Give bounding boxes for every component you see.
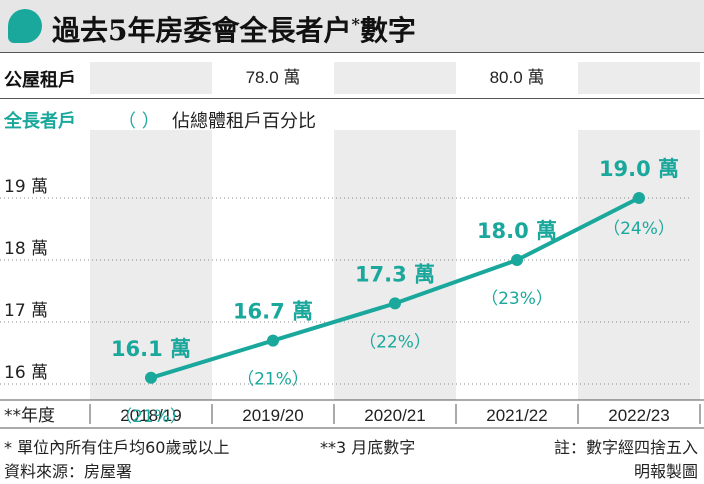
- column-band: [334, 130, 456, 400]
- data-label: 16.7 萬: [233, 300, 313, 324]
- data-label: 16.1 萬: [111, 337, 191, 361]
- footnote-rounding: 註：數字經四捨五入: [553, 438, 698, 457]
- rent-value: 80.0 萬: [489, 68, 545, 87]
- x-tick-label: 2018/19: [120, 406, 181, 425]
- page-title: 過去5年房委會全長者户*數字: [52, 9, 416, 49]
- top-divider: [0, 52, 704, 53]
- x-axis-label: **年度: [4, 406, 55, 426]
- speech-bubble-icon: [8, 9, 42, 43]
- rent-band: [90, 62, 212, 94]
- y-tick-label: 19 萬: [4, 177, 48, 197]
- rent-band: [334, 62, 456, 94]
- title-footnote-mark: *: [351, 14, 360, 34]
- percent-label: （21%）: [115, 407, 187, 427]
- credit: 明報製圖: [633, 462, 698, 481]
- data-point: [145, 371, 157, 384]
- title-tail: 數字: [359, 14, 416, 47]
- y-tick-label: 18 萬: [4, 239, 48, 259]
- column-band: [90, 130, 212, 400]
- x-tick-label: 2020/21: [364, 406, 425, 425]
- x-tick-label: 2021/22: [486, 406, 547, 425]
- data-source: 資料來源：房屋署: [4, 462, 133, 481]
- legend-percent-text: 佔總體租戶百分比: [172, 111, 316, 132]
- data-label: 19.0 萬: [599, 157, 679, 181]
- y-tick-label: 16 萬: [4, 363, 48, 383]
- rent-row-label: 公屋租戶: [4, 70, 76, 91]
- column-band: [578, 130, 700, 400]
- title-main: 過去5年房委會全長者户: [52, 14, 352, 47]
- footnote-single-units: * 單位內所有住戶均60歲或以上: [4, 438, 230, 457]
- x-tick-label: 2019/20: [242, 406, 303, 425]
- x-tick-label: 2022/23: [608, 406, 669, 425]
- data-label: 18.0 萬: [477, 219, 557, 243]
- percent-label: （24%）: [603, 219, 675, 239]
- data-point: [267, 334, 279, 347]
- title-bar: 過去5年房委會全長者户*數字: [0, 0, 704, 52]
- rent-divider: [0, 98, 704, 99]
- percent-label: （22%）: [359, 332, 431, 352]
- y-tick-label: 17 萬: [4, 301, 48, 321]
- percent-label: （21%）: [237, 370, 309, 390]
- data-label: 17.3 萬: [355, 262, 435, 286]
- footnote-march-figures: **3 月底數字: [320, 438, 416, 457]
- data-point: [389, 297, 401, 310]
- rent-band: [578, 62, 700, 94]
- data-point: [511, 254, 523, 266]
- rent-value: 78.0 萬: [245, 68, 301, 87]
- legend-paren: （ ）: [118, 111, 160, 132]
- percent-label: （23%）: [481, 289, 553, 309]
- data-point: [633, 192, 645, 204]
- legend-series-label: 全長者戶: [4, 111, 76, 132]
